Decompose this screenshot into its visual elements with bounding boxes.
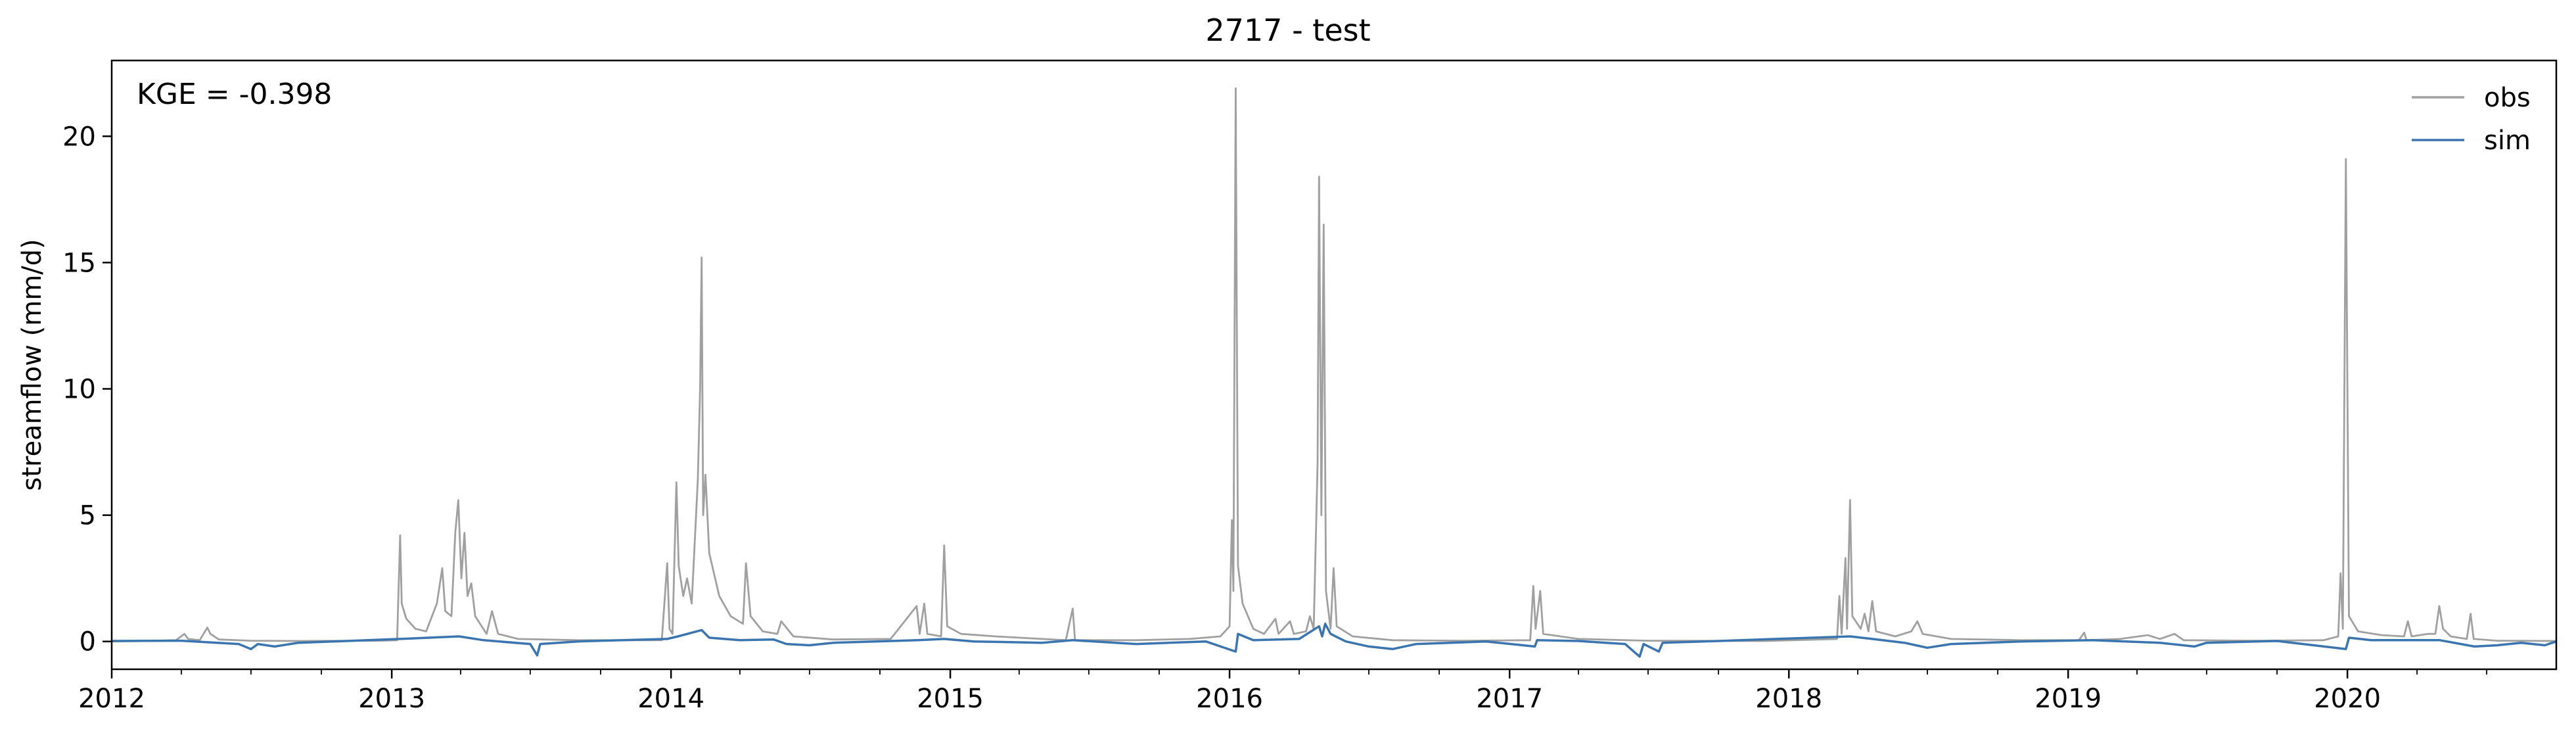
- x-tick-label: 2018: [1755, 684, 1822, 714]
- kge-annotation: KGE = -0.398: [137, 78, 332, 111]
- x-tick-label: 2014: [637, 684, 704, 714]
- plot-frame: [110, 59, 2558, 671]
- x-tick-label: 2016: [1196, 684, 1263, 714]
- y-tick-label: 0: [80, 627, 96, 657]
- y-axis-label: streamflow (mm/d): [17, 239, 47, 490]
- x-tick-label: 2017: [1476, 684, 1543, 714]
- legend: obs sim: [2412, 83, 2531, 156]
- series-layer: [111, 87, 2557, 658]
- y-tick-label: 5: [80, 501, 96, 531]
- y-tick-label: 20: [62, 122, 96, 152]
- legend-label-sim: sim: [2484, 126, 2531, 156]
- x-tick-label: 2020: [2314, 684, 2381, 714]
- legend-label-obs: obs: [2484, 83, 2531, 113]
- series-line-sim: [111, 623, 2557, 658]
- plot-area: 2012 2013 2014 2015 2016 2017 2018 2019 2020 051…: [62, 59, 2558, 714]
- chart-title: 2717 - test: [1205, 12, 1370, 48]
- y-axis: 0 5 10 15 20: [62, 122, 112, 657]
- x-tick-label: 2019: [2035, 684, 2102, 714]
- y-tick-label: 10: [62, 375, 96, 405]
- x-tick-label: 2013: [358, 684, 425, 714]
- x-tick-label: 2012: [78, 684, 145, 714]
- x-tick-label: 2015: [917, 684, 984, 714]
- y-tick-label: 15: [62, 248, 96, 278]
- x-axis: 2012 2013 2014 2015 2016 2017 2018 2019 2020: [78, 669, 2487, 714]
- series-line-obs: [111, 87, 2557, 643]
